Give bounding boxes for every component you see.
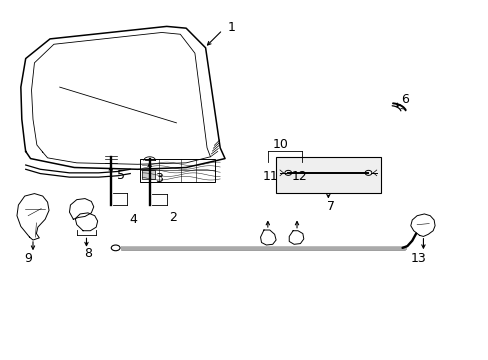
Text: 8: 8 bbox=[84, 247, 92, 260]
Bar bbox=[120, 246, 407, 250]
Text: 10: 10 bbox=[272, 139, 288, 152]
Text: 2: 2 bbox=[169, 211, 177, 224]
Text: 6: 6 bbox=[400, 93, 408, 106]
Text: 9: 9 bbox=[24, 252, 32, 265]
Text: 7: 7 bbox=[326, 199, 334, 212]
Text: 5: 5 bbox=[116, 169, 124, 182]
Ellipse shape bbox=[111, 245, 120, 251]
Text: 12: 12 bbox=[291, 170, 307, 183]
Bar bbox=[276, 157, 380, 193]
Bar bbox=[140, 158, 215, 182]
Text: 11: 11 bbox=[263, 170, 278, 183]
Text: 13: 13 bbox=[410, 252, 426, 265]
Text: 4: 4 bbox=[129, 213, 137, 226]
Bar bbox=[142, 170, 154, 179]
Text: 3: 3 bbox=[155, 172, 163, 185]
Text: 1: 1 bbox=[227, 21, 235, 33]
